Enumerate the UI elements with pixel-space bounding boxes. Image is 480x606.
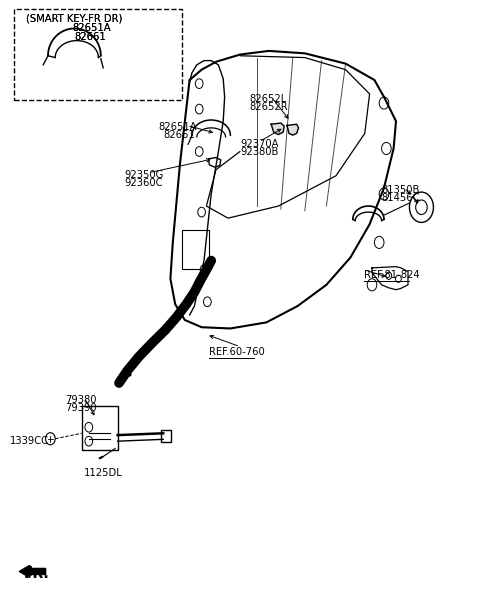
Text: 82661: 82661 (74, 32, 106, 42)
Text: 82661: 82661 (74, 32, 106, 42)
Text: 92380B: 92380B (240, 147, 278, 157)
Text: 82651A: 82651A (72, 23, 110, 33)
Bar (182, 230, 209, 269)
Text: (SMART KEY-FR DR): (SMART KEY-FR DR) (26, 13, 123, 24)
Text: 1339CC: 1339CC (10, 436, 48, 447)
Text: 79380: 79380 (65, 395, 96, 405)
Text: 82652L: 82652L (250, 94, 287, 104)
Text: 82651A: 82651A (158, 122, 197, 133)
Text: FR.: FR. (24, 567, 50, 581)
Text: 81350B: 81350B (382, 185, 420, 195)
Text: REF.81-824: REF.81-824 (364, 270, 420, 280)
Bar (82, 406, 118, 450)
Text: REF.60-760: REF.60-760 (209, 347, 264, 357)
Polygon shape (287, 124, 299, 135)
Bar (14, 9, 182, 100)
Text: 82651A: 82651A (72, 23, 110, 33)
Text: 81456C: 81456C (382, 193, 420, 203)
Polygon shape (19, 565, 46, 578)
Text: 82661: 82661 (163, 130, 195, 141)
Polygon shape (271, 123, 284, 135)
Text: 82652R: 82652R (250, 102, 288, 112)
Text: 92370A: 92370A (240, 139, 278, 149)
Text: 79390: 79390 (65, 403, 96, 413)
Bar (161, 430, 171, 442)
Text: (SMART KEY-FR DR): (SMART KEY-FR DR) (26, 13, 123, 24)
Text: 92360C: 92360C (125, 178, 163, 188)
Text: 1125DL: 1125DL (84, 468, 123, 478)
Text: 92350G: 92350G (125, 170, 164, 180)
